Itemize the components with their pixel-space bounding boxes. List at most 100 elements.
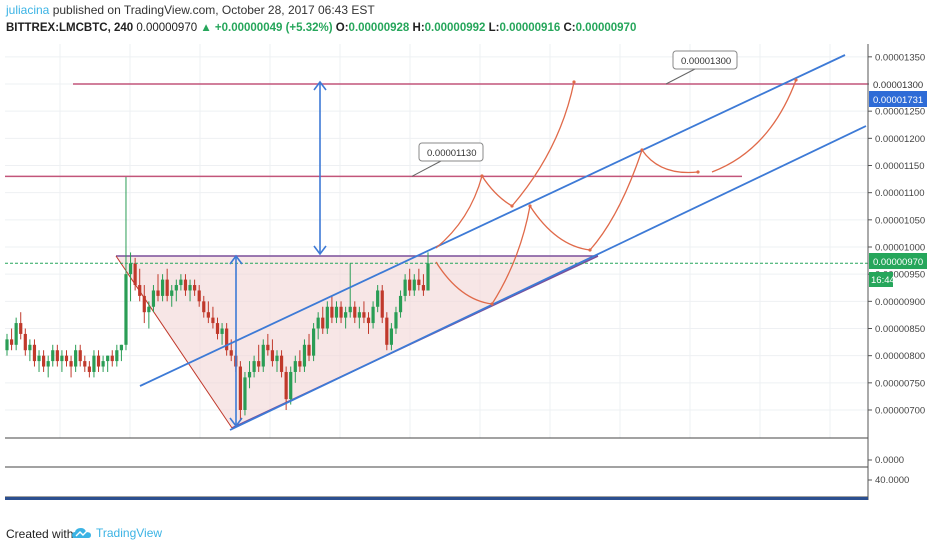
candle-body xyxy=(266,344,270,351)
chart-header: juliacina published on TradingView.com, … xyxy=(0,0,932,44)
axis-tag-resistance-top-bg xyxy=(869,76,927,92)
publish-line: juliacina published on TradingView.com, … xyxy=(6,3,375,17)
candle-body xyxy=(28,344,32,351)
candle-body xyxy=(101,361,105,367)
candle-body xyxy=(119,344,124,351)
y-tick-label: 0.00001100 xyxy=(875,188,925,199)
candle-body xyxy=(380,290,384,318)
candle-body xyxy=(211,317,215,324)
measure-arrow-lower-head-top xyxy=(229,254,243,265)
candle-body xyxy=(165,279,169,296)
candle-body xyxy=(229,350,233,356)
created-with-text: Created with xyxy=(6,527,74,541)
high-value: 0.00000992 xyxy=(424,22,486,34)
projection-arrow-head xyxy=(794,78,798,82)
axis-tag-current-text: 0.00000970 xyxy=(873,257,923,268)
candle-body xyxy=(334,306,339,318)
candle-body xyxy=(160,279,165,296)
candle-body xyxy=(9,339,14,345)
candle-body xyxy=(60,355,64,362)
candle-body xyxy=(412,279,416,291)
candle-body xyxy=(37,355,41,362)
y-tick-label: 0.00000950 xyxy=(875,270,925,281)
candle-body xyxy=(417,279,421,286)
x-axis-band xyxy=(5,497,868,514)
y-axis: 0.00001350 0.00001300 0.00001250 0.00001200… xyxy=(867,44,927,500)
candle-body xyxy=(362,312,366,318)
footer: Created with TradingView xyxy=(0,520,932,550)
candle-body xyxy=(42,355,46,367)
y-tick-label: 0.00000800 xyxy=(875,351,925,362)
projection-arrow-head xyxy=(696,170,700,174)
y-tick-label: 0.00001000 xyxy=(875,243,925,254)
candle-body xyxy=(394,312,398,329)
candle-body xyxy=(311,328,316,356)
low-value: 0.00000916 xyxy=(499,22,561,34)
author-link[interactable]: juliacina xyxy=(6,3,50,17)
candle-body xyxy=(197,290,201,302)
candle-body xyxy=(325,306,329,329)
y-tick-label: 0.00001050 xyxy=(875,215,925,226)
projection-arrow xyxy=(435,175,483,249)
y-tick-label: 0.00000750 xyxy=(875,378,925,389)
candle-body xyxy=(124,274,128,345)
channel-upper xyxy=(139,54,846,387)
candle-body xyxy=(128,263,133,275)
projection-arrow xyxy=(529,205,591,251)
candle-body xyxy=(83,361,87,367)
price-change: ▲ +0.00000049 (+5.32%) xyxy=(200,22,333,34)
y-tick-label: 0.00000900 xyxy=(875,297,925,308)
close-value: 0.00000970 xyxy=(575,22,637,34)
candle-body xyxy=(225,328,229,351)
projection-arrow xyxy=(589,149,643,251)
axis-tag-current-bg xyxy=(869,253,927,269)
y-tick-label: 0.00000850 xyxy=(875,324,925,335)
symbol-label: BITTREX:LMCBTC, 240 xyxy=(6,22,134,34)
drawings: 0.00001300 0.00001130 xyxy=(5,50,868,431)
candle-body xyxy=(376,290,380,307)
candle-body xyxy=(142,295,146,313)
measure-arrow-upper-head-top xyxy=(313,80,327,91)
candle-body xyxy=(289,371,293,400)
candle-body xyxy=(330,306,334,318)
candle-body xyxy=(357,312,361,318)
candle-body xyxy=(55,350,59,362)
projection-arrow xyxy=(491,205,531,305)
candle-body xyxy=(138,285,142,296)
candle-body xyxy=(279,355,284,372)
candle-body xyxy=(170,290,174,296)
candle-body xyxy=(421,285,426,291)
callout-resistance-top-pointer xyxy=(665,68,696,85)
y-tick-label: 0.00001250 xyxy=(875,107,925,118)
y-tick-label: 0.00001150 xyxy=(875,161,925,172)
candle-body xyxy=(106,355,110,362)
low-label: L: xyxy=(488,22,500,34)
callout-resistance-top-text: 0.00001300 xyxy=(681,56,731,67)
open-label: O: xyxy=(335,22,349,34)
price-chart[interactable]: 0.00001300 0.00001130 0.00001350 0.0000130… xyxy=(0,44,932,514)
candle-body xyxy=(307,344,311,356)
tradingview-brand: TradingView xyxy=(96,526,163,540)
candles xyxy=(5,176,430,421)
candle-body xyxy=(261,344,265,367)
candle-body xyxy=(293,361,297,372)
candle-body xyxy=(275,355,279,362)
candle-body xyxy=(32,344,37,362)
candle-body xyxy=(14,323,18,345)
projection-arrow xyxy=(481,175,513,207)
candle-body xyxy=(188,285,192,291)
candle-body xyxy=(366,317,371,324)
callout-resistance-mid-pointer xyxy=(411,160,442,177)
chart-area[interactable]: 0.00001300 0.00001130 0.00001350 0.0000130… xyxy=(0,44,932,514)
candle-body xyxy=(193,285,197,291)
measure-arrow-lower-head-bottom xyxy=(229,417,243,428)
last-price: 0.00000970 xyxy=(136,22,198,34)
high-label: H: xyxy=(412,22,425,34)
candle-body xyxy=(115,350,119,362)
tradingview-logo[interactable]: TradingView xyxy=(72,526,162,540)
candle-body xyxy=(51,350,55,362)
symbol-line: BITTREX:LMCBTC, 240 0.00000970 ▲ +0.0000… xyxy=(6,22,636,34)
candle-body xyxy=(96,355,101,367)
candle-body xyxy=(243,377,247,410)
published-text: published on TradingView.com, October 28… xyxy=(49,3,375,17)
